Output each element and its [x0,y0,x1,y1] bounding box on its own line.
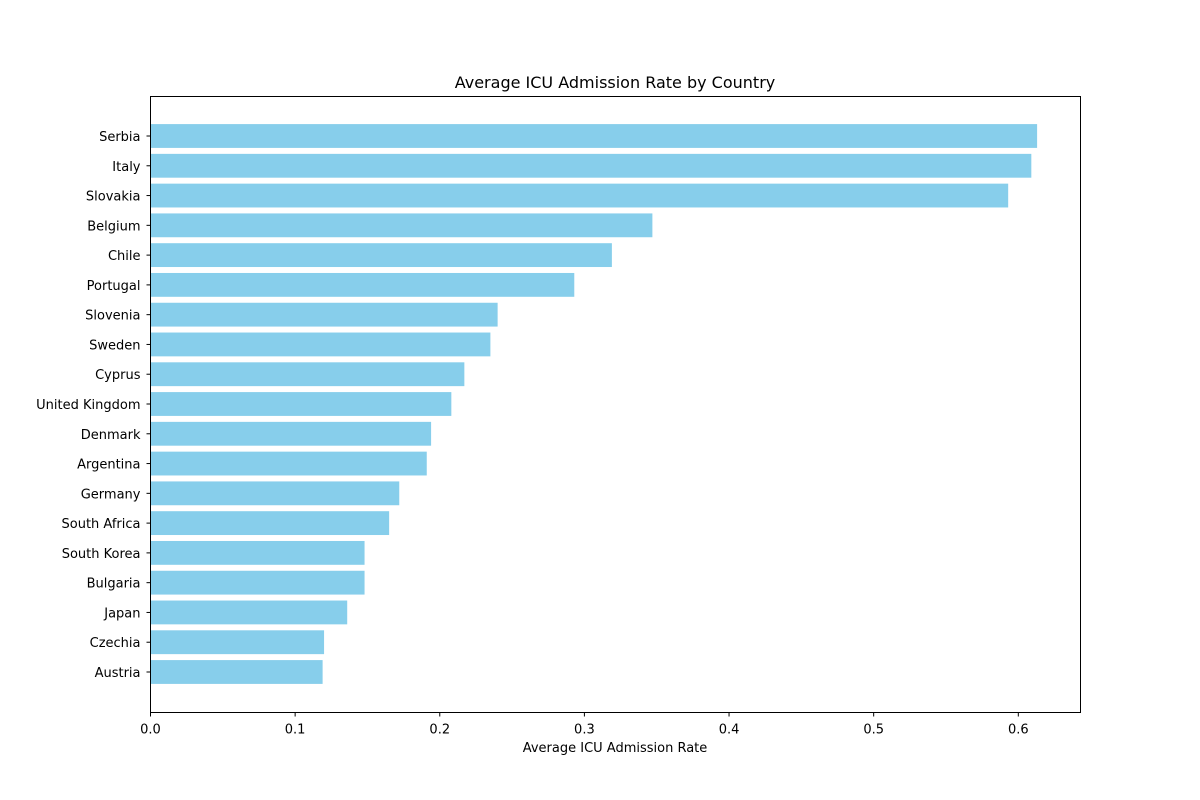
bar-south-africa [150,511,390,536]
x-tick-label: 0.1 [285,723,306,738]
bar-south-korea [150,540,365,565]
bar-denmark [150,421,432,446]
bar-cyprus [150,362,465,387]
bar-austria [150,660,323,684]
x-tick-label: 0.6 [1008,723,1029,738]
y-tick-label: Italy [112,160,141,175]
y-tick-label: Bulgaria [87,577,141,592]
y-tick-label: Slovakia [86,190,141,205]
y-tick-label: South Korea [62,547,141,562]
bar-czechia [150,630,325,655]
y-tick-label: Japan [103,606,140,621]
chart-title: Average ICU Admission Rate by Country [455,73,776,92]
bar-chile [150,243,612,268]
y-tick-label: Cyprus [95,368,141,383]
y-tick-label: Denmark [81,428,141,443]
y-tick-label: South Africa [62,517,141,532]
y-tick-label: Chile [108,249,141,264]
bar-argentina [150,451,427,476]
y-tick-label: Sweden [89,338,140,353]
bar-sweden [150,332,491,357]
bar-japan [150,600,348,625]
bar-italy [150,153,1032,178]
bar-bulgaria [150,570,365,595]
bar-serbia [150,124,1038,148]
x-axis-label: Average ICU Admission Rate [523,741,708,756]
y-tick-label: Austria [95,666,141,681]
y-tick-labels: Serbia Italy Slovakia Belgium Chile Portugal S… [36,130,151,681]
y-tick-label: Serbia [99,130,140,145]
x-tick-label: 0.4 [719,723,740,738]
bar-portugal [150,272,575,297]
bar-slovenia [150,302,498,327]
y-tick-label: Argentina [77,458,140,473]
y-tick-label: Czechia [90,636,141,651]
y-tick-label: Slovenia [85,309,140,324]
bar-slovakia [150,183,1009,208]
y-tick-label: Portugal [87,279,141,294]
x-tick-label: 0.0 [140,723,161,738]
x-ticks: 0.0 0.1 0.2 0.3 0.4 0.5 0.6 [140,712,1029,738]
plot-frame [150,96,1081,713]
bar-germany [150,481,400,506]
y-tick-label: Germany [81,487,141,502]
x-tick-label: 0.3 [574,723,595,738]
bars-group [150,124,1038,684]
bar-belgium [150,213,653,238]
y-tick-label: Belgium [87,219,140,234]
y-tick-label: United Kingdom [36,398,140,413]
x-tick-label: 0.2 [429,723,450,738]
bar-united-kingdom [150,392,452,416]
x-tick-label: 0.5 [863,723,884,738]
